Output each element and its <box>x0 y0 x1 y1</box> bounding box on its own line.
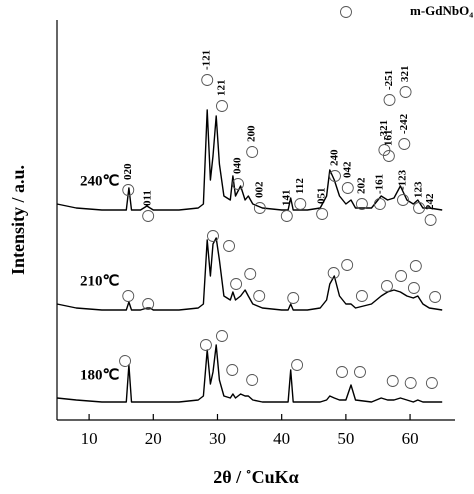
reflection-marker <box>341 259 354 271</box>
series-label: 240℃ <box>80 173 120 189</box>
hkl-label: 051 <box>316 188 328 205</box>
reflection-marker <box>386 375 399 387</box>
reflection-marker <box>355 290 368 302</box>
reflection-marker <box>404 377 417 389</box>
reflection-marker <box>230 278 243 290</box>
hkl-label: -251 <box>383 70 395 90</box>
reflection-marker <box>287 292 300 304</box>
reflection-marker <box>378 144 391 156</box>
reflection-marker <box>355 198 368 210</box>
reflection-marker <box>244 268 257 280</box>
reflection-marker <box>207 230 219 242</box>
reflection-marker <box>341 182 354 194</box>
reflection-marker <box>407 282 420 294</box>
x-tick-label: 10 <box>81 429 98 448</box>
hkl-label: 161 <box>382 130 394 147</box>
hkl-label: 002 <box>253 181 265 198</box>
trace <box>56 109 443 211</box>
reflection-marker <box>201 74 214 86</box>
reflection-marker <box>381 280 393 292</box>
series-label: 210℃ <box>80 273 120 289</box>
reflection-marker <box>413 202 426 214</box>
hkl-label: 123 <box>413 181 425 198</box>
reflection-marker <box>409 260 422 272</box>
trace <box>56 237 443 311</box>
hkl-label: 042 <box>341 161 353 178</box>
hkl-label: 242 <box>424 193 436 210</box>
x-tick-label: 30 <box>209 429 226 448</box>
reflection-marker <box>119 355 131 367</box>
reflection-marker <box>246 146 259 158</box>
reflection-marker <box>425 377 438 389</box>
x-tick-label: 60 <box>402 429 419 448</box>
x-tick-label: 40 <box>273 429 290 448</box>
reflection-marker <box>383 94 396 106</box>
x-tick-label: 50 <box>337 429 354 448</box>
reflection-marker <box>329 170 341 182</box>
reflection-marker <box>122 290 135 302</box>
hkl-label: 121 <box>216 80 228 97</box>
hkl-label: 321 <box>399 66 411 83</box>
legend-label: m-GdNbO₄ <box>410 3 473 18</box>
hkl-label: 202 <box>355 177 367 194</box>
hkl-label: 112 <box>294 178 306 194</box>
reflection-marker <box>199 339 212 351</box>
reflection-marker <box>246 374 259 386</box>
reflection-marker <box>232 178 244 190</box>
reflection-marker <box>294 198 307 210</box>
reflection-marker <box>122 184 135 196</box>
hkl-label: -121 <box>201 50 213 70</box>
hkl-label: 200 <box>246 125 258 142</box>
reflection-marker <box>280 210 293 222</box>
reflection-marker <box>354 366 366 378</box>
reflection-marker <box>429 291 442 303</box>
hkl-label: 240 <box>328 149 340 166</box>
reflection-marker <box>216 330 228 342</box>
y-axis-label: Intensity / a.u. <box>8 165 28 275</box>
hkl-label: 141 <box>280 190 292 207</box>
hkl-label: -161 <box>373 174 385 194</box>
reflection-marker <box>373 198 386 210</box>
hkl-label: -321 <box>378 120 390 140</box>
reflection-marker <box>316 208 329 220</box>
reflection-marker <box>253 290 266 302</box>
hkl-label: -242 <box>398 113 410 134</box>
x-axis-label: 2θ / ˚CuKα <box>213 467 298 487</box>
reflection-marker <box>226 364 239 376</box>
reflection-marker <box>336 366 348 378</box>
trace <box>56 344 443 403</box>
reflection-marker <box>398 138 411 150</box>
reflection-marker <box>424 214 437 226</box>
reflection-marker <box>223 240 235 252</box>
hkl-label: 011 <box>142 190 154 206</box>
hkl-label: 040 <box>232 157 244 174</box>
reflection-marker <box>382 150 395 162</box>
reflection-marker <box>142 210 155 222</box>
reflection-marker <box>397 194 409 206</box>
reflection-marker <box>327 267 340 279</box>
reflection-marker <box>253 202 266 214</box>
reflection-marker <box>216 100 228 112</box>
legend-marker <box>340 6 352 18</box>
x-tick-label: 20 <box>145 429 162 448</box>
series-label: 180℃ <box>80 367 120 383</box>
reflection-marker <box>291 359 304 371</box>
reflection-marker <box>395 270 408 282</box>
reflection-marker <box>399 86 412 98</box>
hkl-label: -123 <box>397 169 409 190</box>
hkl-label: 020 <box>122 163 134 180</box>
reflection-marker <box>142 298 155 310</box>
